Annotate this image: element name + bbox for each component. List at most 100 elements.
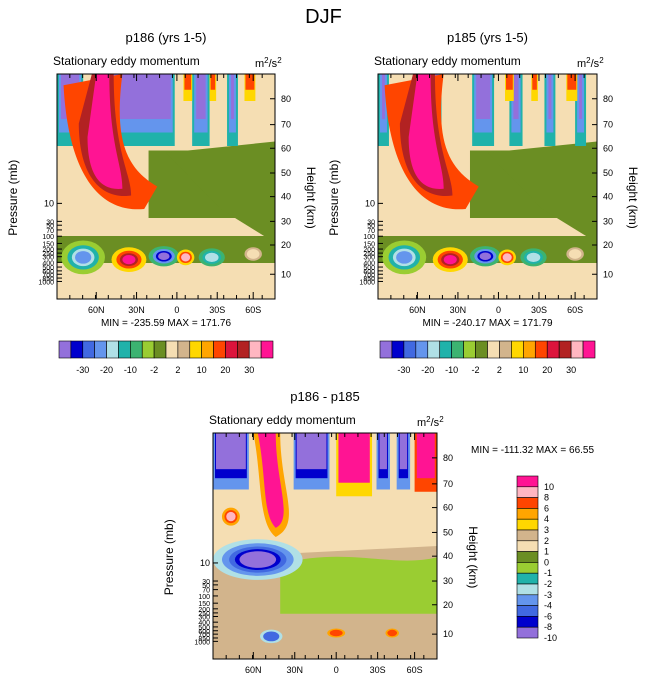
diff-orange-eddy-2 [226,511,236,522]
colorbar-swatch [558,340,572,359]
colorbar-swatch [141,340,155,359]
colorbar-swatch [516,540,539,552]
colorbar-label--10: -10 [445,365,458,375]
height-ticklabel-70: 70 [603,120,613,130]
colorbar-label--10: -10 [124,365,137,375]
y-ticklabel-200: 200 [42,247,54,254]
streak-orange-1 [567,74,577,90]
colorbar-label--10: -10 [544,633,557,643]
colorbar-swatch [439,340,452,359]
y-ticklabel-100: 100 [198,594,210,601]
streak-orange-2 [210,74,216,90]
panel-subtitle-2: Stationary eddy momentum [374,54,521,68]
colorbar-swatch [516,475,539,488]
colorbar-label-0: 0 [544,557,549,567]
x-ticklabel-30N: 30N [128,305,145,315]
colorbar-label--8: -8 [544,622,552,632]
colorbar-label-1: 1 [544,547,549,557]
colorbar-swatch [570,340,584,359]
y-ticklabel-150: 150 [198,601,210,608]
colorbar-swatch [516,626,539,639]
y-ticklabel-10: 10 [365,198,375,208]
diff-col-pos2-inner [416,433,435,479]
colorbar-swatch [106,340,119,359]
x-ticklabel-30S: 30S [370,665,386,675]
diff-low-pos-1 [329,629,343,637]
strat-purple-1 [113,74,171,119]
y-ticklabel-400: 400 [198,620,210,627]
trop-small-1 [568,249,582,259]
x-ticklabel-0: 0 [496,305,501,315]
colorbar-label--1: -1 [544,568,552,578]
panel-subtitle-3: Stationary eddy momentum [209,413,356,427]
colorbar-swatch [82,340,95,359]
streak-orange-0 [506,74,513,90]
height-ticklabel-30: 30 [603,216,613,226]
colorbar-swatch [516,529,539,542]
colorbar-swatch [165,340,179,359]
colorbar-swatch [523,340,536,359]
trop-small-1 [246,249,260,259]
y-ticklabel-50: 50 [202,583,210,590]
y-ticklabel-30: 30 [202,579,210,586]
y-ticklabel-200: 200 [198,607,210,614]
height-ticklabel-20: 20 [603,240,613,250]
y-ticklabel-600: 600 [198,629,210,636]
trop-pos-a-3 [443,255,457,265]
strat-purple-3 [231,74,234,119]
units-label-1: m2/s2 [255,56,282,70]
y-ticklabel-100: 100 [363,234,375,241]
colorbar-label--20: -20 [100,365,113,375]
colorbar-label-2: 2 [497,365,502,375]
x-ticklabel-0: 0 [174,305,179,315]
y-ticklabel-850: 850 [363,276,375,283]
y-ticklabel-1000: 1000 [194,639,210,646]
height-ticklabel-30: 30 [281,216,291,226]
x-ticklabel-0: 0 [334,665,339,675]
diff-low-pos2-1 [387,629,398,637]
y-ticklabel-70: 70 [202,588,210,595]
strat-purple-0 [382,74,385,119]
y-ticklabel-250: 250 [198,611,210,618]
y-ticklabel-150: 150 [363,241,375,248]
colorbar-label--4: -4 [544,601,552,611]
plot-area-2 [378,74,597,299]
colorbar-swatch [516,594,539,606]
x-ticklabel-60N: 60N [88,305,105,315]
diff-col-purple-3 [399,433,408,470]
panel-title-3: p186 - p185 [290,389,359,404]
y-ticklabel-150: 150 [42,241,54,248]
units-label-2: m2/s2 [577,56,604,70]
panel-title-2: p185 (yrs 1-5) [447,30,528,45]
panel-3: p186 - p185 Stationary eddy momentum m2/s2… [162,389,594,675]
colorbar-swatch [415,340,429,359]
height-ticklabel-80: 80 [443,453,453,463]
colorbar-label-20: 20 [220,365,230,375]
colorbar-swatch [58,340,72,359]
colorbar-swatch [516,497,539,509]
plot-frame-1 [56,73,276,300]
trop-pos-a-3 [122,255,136,265]
y-ticklabel-250: 250 [42,251,54,258]
colorbar-label-3: 3 [544,525,549,535]
colorbar-label--20: -20 [421,365,434,375]
y-ticklabel-500: 500 [198,625,210,632]
colorbar-swatch [189,340,202,359]
colorbar-1: -30 -20 -10 -2 2 10 20 30 [58,340,274,375]
y-ticklabel-200: 200 [363,247,375,254]
units-label-3: m2/s2 [417,415,444,429]
field-green-right [166,141,275,243]
colorbar-label-30: 30 [244,365,254,375]
y-axis-label-2: Pressure (mb) [327,160,341,236]
height-ticklabel-10: 10 [443,629,453,639]
y2-axis-label-2: Height (km) [626,167,640,229]
strat-purple-3 [513,74,519,119]
streak-orange-2 [532,74,537,90]
colorbar-swatch [516,486,539,498]
colorbar-swatch [516,508,539,520]
colorbar-label-20: 20 [542,365,552,375]
y-ticklabel-30: 30 [367,219,375,226]
x-ticklabel-60S: 60S [245,305,261,315]
